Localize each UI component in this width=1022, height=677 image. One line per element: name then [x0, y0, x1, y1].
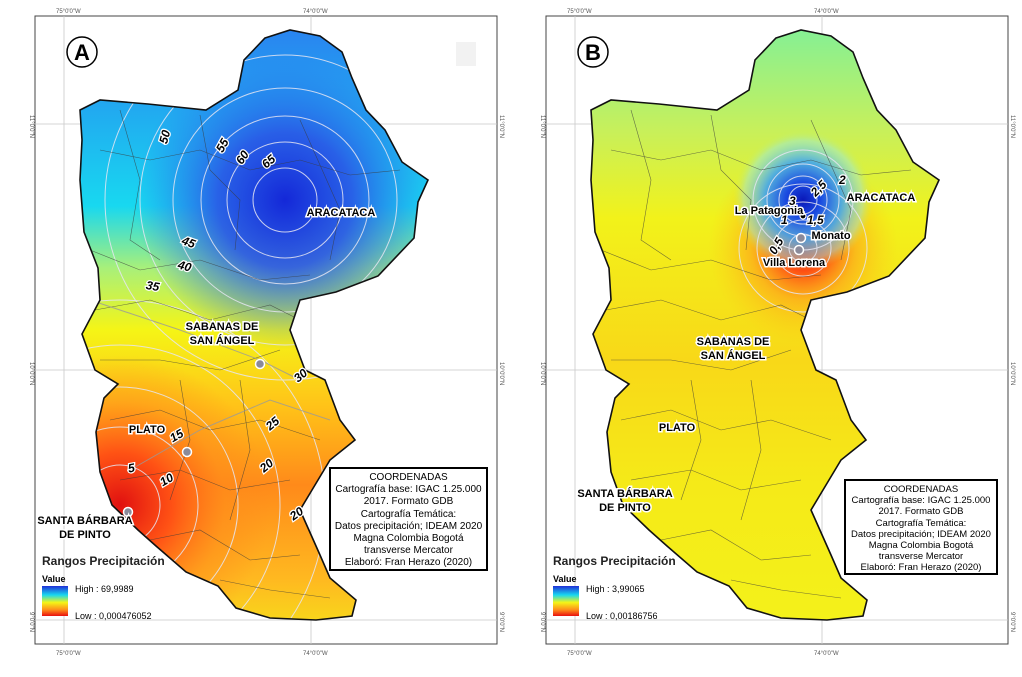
metadata-line: Elaboró: Fran Herazo (2020) [344, 557, 473, 569]
metadata-box-b: COORDENADAS Cartografía base: IGAC 1.25.… [844, 479, 998, 575]
contour-label: 3 [789, 194, 796, 208]
legend-color-ramp [553, 586, 579, 616]
municipal-boundaries [89, 109, 401, 599]
coord-lat-upper-right: 11°0'0"N [1009, 115, 1015, 138]
panel-badge-b: B [585, 40, 601, 65]
coord-top-left: 75°0'0"W [567, 9, 592, 15]
map-panel-a: 75°0'0"W 74°0'0"W 75°0'0"W 74°0'0"W 11°0… [28, 9, 504, 657]
place-label-aracataca: ARACATACA [847, 192, 916, 204]
place-label-santa-barbara-line1: SANTA BÁRBARA [37, 514, 132, 527]
legend-value-label: Value [42, 574, 66, 584]
place-label-sabanas-line2: SAN ÁNGEL [190, 334, 255, 347]
place-label-santa-barbara-line2: DE PINTO [59, 529, 111, 541]
department-outline [79, 29, 430, 621]
place-label-plato: PLATO [659, 422, 696, 434]
place-label-sabanas-line2: SAN ÁNGEL [701, 349, 766, 362]
place-label-aracataca: ARACATACA [307, 207, 376, 219]
metadata-line: Datos precipitación; IDEAM 2020 [851, 528, 991, 540]
coord-bottom-left: 75°0'0"W [56, 651, 81, 657]
coord-top-left: 75°0'0"W [56, 9, 81, 15]
metadata-line: Cartografía base: IGAC 1.25.000 [851, 495, 991, 507]
legend-low: Low : 0,00186756 [586, 611, 658, 621]
roads [89, 299, 331, 471]
metadata-line: 2017. Formato GDB [363, 496, 454, 508]
north-arrow-icon [456, 42, 476, 66]
legend-high: High : 3,99065 [586, 584, 645, 594]
metadata-line: COORDENADAS [883, 484, 959, 495]
place-label-sabanas-line1: SABANAS DE [186, 321, 259, 333]
coord-lat-lower-right: 9°0'0"N [498, 612, 504, 632]
coord-lat-mid-right: 10°0'0"N [498, 362, 504, 385]
metadata-line: Cartografía Temática: [360, 508, 457, 520]
coord-lat-upper-right: 11°0'0"N [498, 115, 504, 138]
coord-top-right: 74°0'0"W [303, 9, 328, 15]
town-marker [254, 358, 266, 370]
coord-lat-mid-right: 10°0'0"N [1009, 362, 1015, 385]
legend-title: Rangos Precipitación [42, 554, 165, 568]
legend-high: High : 69,9989 [75, 584, 134, 594]
metadata-box-a: COORDENADAS Cartografía base: IGAC 1.25.… [329, 467, 488, 571]
metadata-line: Magna Colombia Bogotá [353, 533, 464, 545]
metadata-line: transverse Mercator [878, 551, 964, 563]
coord-lat-mid-left: 10°0'0"N [539, 362, 545, 385]
place-label-villa-lorena: Villa Lorena [763, 257, 826, 269]
department-outline [590, 29, 941, 621]
coord-lat-lower-left: 9°0'0"N [28, 612, 34, 632]
map-a-svg: 75°0'0"W 74°0'0"W 75°0'0"W 74°0'0"W 11°0… [28, 9, 504, 657]
coord-lat-lower-right: 9°0'0"N [1009, 612, 1015, 632]
town-marker [122, 506, 134, 518]
coord-bottom-left: 75°0'0"W [567, 651, 592, 657]
contour-label: 35 [145, 278, 161, 294]
coord-lat-lower-left: 9°0'0"N [539, 612, 545, 632]
coord-lat-upper-left: 11°0'0"N [28, 115, 34, 138]
contour-label: 1,5 [807, 213, 824, 227]
legend-color-ramp [42, 586, 68, 616]
town-marker [793, 244, 805, 256]
town-marker [795, 232, 807, 244]
place-label-monato: Monato [811, 230, 850, 242]
metadata-line: Datos precipitación; IDEAM 2020 [334, 520, 483, 532]
legend-low: Low : 0,000476052 [75, 611, 152, 621]
contour-label: 5 [127, 461, 136, 476]
coord-lat-mid-left: 10°0'0"N [28, 362, 34, 385]
metadata-line: Cartografía Temática: [875, 517, 967, 529]
metadata-line: Elaboró: Fran Herazo (2020) [860, 562, 982, 574]
panel-badge-a: A [74, 40, 90, 65]
place-label-plato: PLATO [129, 424, 166, 436]
place-label-santa-barbara-line2: DE PINTO [599, 502, 651, 514]
town-marker [181, 446, 193, 458]
metadata-line: Magna Colombia Bogotá [868, 540, 974, 552]
isohyets [738, 149, 868, 313]
legend-value-label: Value [553, 574, 577, 584]
metadata-line: COORDENADAS [369, 472, 448, 483]
contour-label: 2 [838, 173, 846, 187]
coord-top-right: 74°0'0"W [814, 9, 839, 15]
map-b-svg: 75°0'0"W 74°0'0"W 75°0'0"W 74°0'0"W 11°0… [539, 9, 1015, 657]
coord-bottom-right: 74°0'0"W [814, 651, 839, 657]
coord-lat-upper-left: 11°0'0"N [539, 115, 545, 138]
legend-title: Rangos Precipitación [553, 554, 676, 568]
municipal-boundaries [600, 109, 912, 599]
contour-label: 1 [781, 213, 788, 227]
panel-badge-circle [577, 36, 609, 68]
metadata-line: 2017. Formato GDB [878, 506, 964, 518]
map-panel-b: 75°0'0"W 74°0'0"W 75°0'0"W 74°0'0"W 11°0… [511, 0, 1022, 677]
contour-label: 45 [179, 233, 198, 251]
contour-label: 50 [156, 128, 173, 145]
metadata-line: Cartografía base: IGAC 1.25.000 [335, 484, 482, 496]
coord-bottom-right: 74°0'0"W [303, 651, 328, 657]
panel-badge-circle [66, 36, 98, 68]
place-label-sabanas-line1: SABANAS DE [697, 336, 770, 348]
town-marker [799, 212, 807, 220]
place-label-santa-barbara-line1: SANTA BÁRBARA [577, 487, 672, 500]
contour-label: 40 [175, 257, 193, 274]
metadata-line: transverse Mercator [364, 545, 453, 557]
place-label-la-patagonia: La Patagonia [735, 205, 804, 217]
